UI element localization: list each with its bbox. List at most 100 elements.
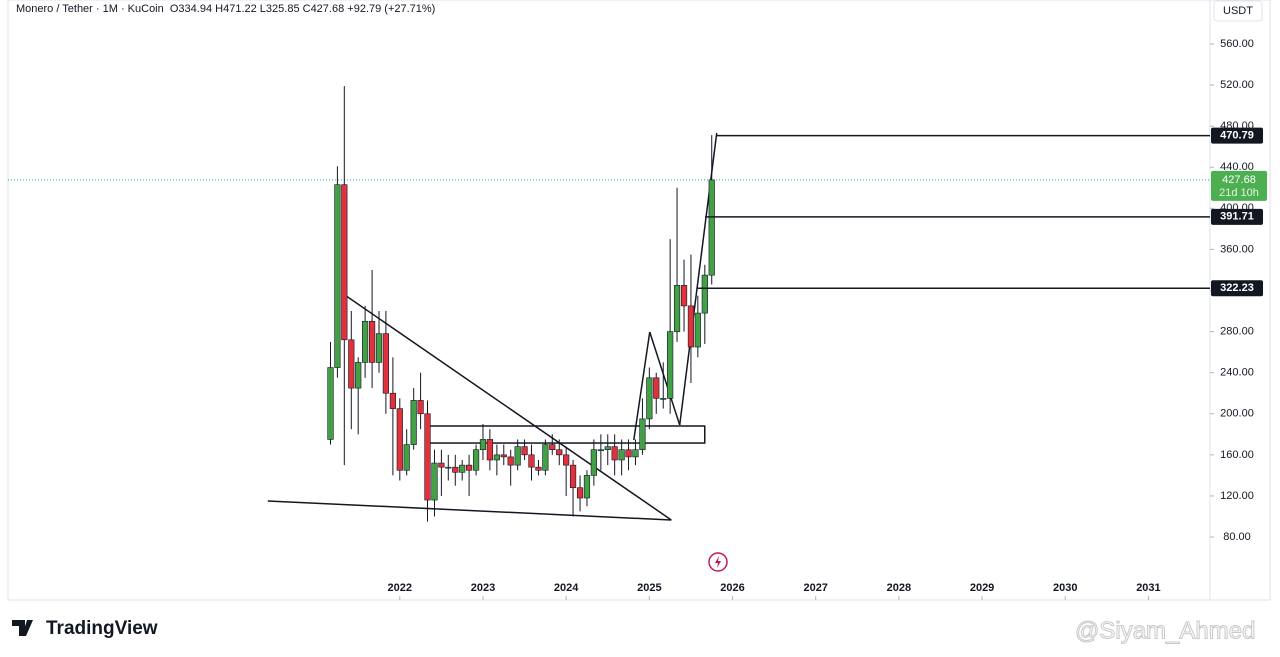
y-tick-label: 80.00 [1223,531,1251,543]
candle-body [687,305,695,348]
candle-body [563,454,570,466]
header: Monero / Tether · 1M · KuCoin O334.94 H4… [16,3,435,15]
zone [427,425,706,444]
candle-body [334,184,341,368]
candle-body [327,367,334,440]
trendline [344,294,672,521]
candle-body [667,331,674,399]
candle-body [701,274,708,314]
level-label-box [1211,127,1263,144]
y-tick-label: 520.00 [1220,79,1254,91]
y-tick-label: 280.00 [1220,325,1254,337]
trendline [678,132,718,426]
candle-body [465,464,473,471]
candle-body [639,418,646,451]
y-tick-label: 200.00 [1220,408,1254,420]
ohlc-high: H471.22 [215,3,257,15]
event-icon[interactable] [708,552,728,572]
y-tick-label: 560.00 [1220,38,1254,50]
branding: TradingView [46,618,158,639]
y-tick-label: 160.00 [1220,449,1254,461]
candle-body [521,446,528,456]
frame [7,0,1271,601]
candle-body [535,466,542,471]
candle-body [431,462,438,501]
candle-body [680,285,688,307]
trendline [649,331,681,426]
last-price-box [1211,170,1267,201]
candle-body [362,321,369,363]
candle-body [348,339,355,389]
ohlc-close: C427.68 [302,3,345,15]
candle-body [542,444,549,471]
x-tick-label: 2026 [720,582,744,594]
candle-body [556,449,563,456]
candle-body [368,321,376,363]
level-label-box [1211,208,1263,225]
trendline [267,500,672,521]
candle-body [479,439,487,451]
candle-body [424,413,431,501]
candle-body [438,462,445,468]
y-tick-label: 360.00 [1220,243,1254,255]
candle-body [583,475,591,499]
candle-body [382,333,390,394]
candle-body [355,362,362,389]
candle-body [611,446,618,461]
level-label: 322.23 [1220,282,1254,294]
candle-body [493,454,500,461]
candle-body [410,400,417,445]
candle-body [396,408,403,471]
x-tick-label: 2029 [970,582,994,594]
candle-body [528,454,535,468]
candle-body [597,449,604,452]
ohlc-open: O334.94 [169,3,213,15]
candle-body [569,464,577,489]
candle-body [507,456,514,466]
currency-box[interactable] [1213,0,1263,22]
candle-body [590,449,597,476]
y-tick-label: 440.00 [1220,161,1254,173]
tv-logo [12,620,33,636]
x-tick-label: 2031 [1136,582,1160,594]
x-tick-label: 2027 [803,582,827,594]
candle-body [673,285,681,332]
symbol: Monero / Tether · 1M · KuCoin [16,3,164,15]
countdown: 21d 10h [1219,187,1259,199]
last-price-label: 427.68 [1222,174,1256,186]
candle-body [549,444,556,451]
candle-body [417,400,424,415]
level-label: 391.71 [1220,211,1254,223]
currency: USDT [1223,5,1253,17]
candle-body [694,312,701,348]
candle-body [514,446,521,466]
trendline [633,331,651,441]
candle-body [403,444,410,471]
y-tick-label: 120.00 [1220,490,1254,502]
ohlc-change: +92.79 (+27.71%) [347,3,436,15]
candle-body [708,179,715,276]
x-tick-label: 2024 [554,582,579,594]
candle-body [486,439,493,461]
candle-body [660,398,667,400]
candle-body [632,449,639,458]
x-tick-label: 2023 [471,582,495,594]
y-tick-label: 240.00 [1220,367,1254,379]
ohlc-low: L325.85 [259,3,300,15]
candle-body [375,333,383,363]
candle-body [576,487,584,499]
candle-body [500,454,507,458]
level-label-box [1211,280,1263,297]
x-tick-label: 2028 [887,582,911,594]
watermark: @Siyam_Ahmed [1075,617,1255,644]
candle-body [472,449,480,471]
x-tick-label: 2030 [1053,582,1077,594]
candle-body [389,392,396,409]
candle-body [604,446,611,451]
candle-body [646,377,653,420]
x-tick-label: 2025 [637,582,661,594]
candle-body [445,466,452,469]
candle-body [452,466,459,473]
